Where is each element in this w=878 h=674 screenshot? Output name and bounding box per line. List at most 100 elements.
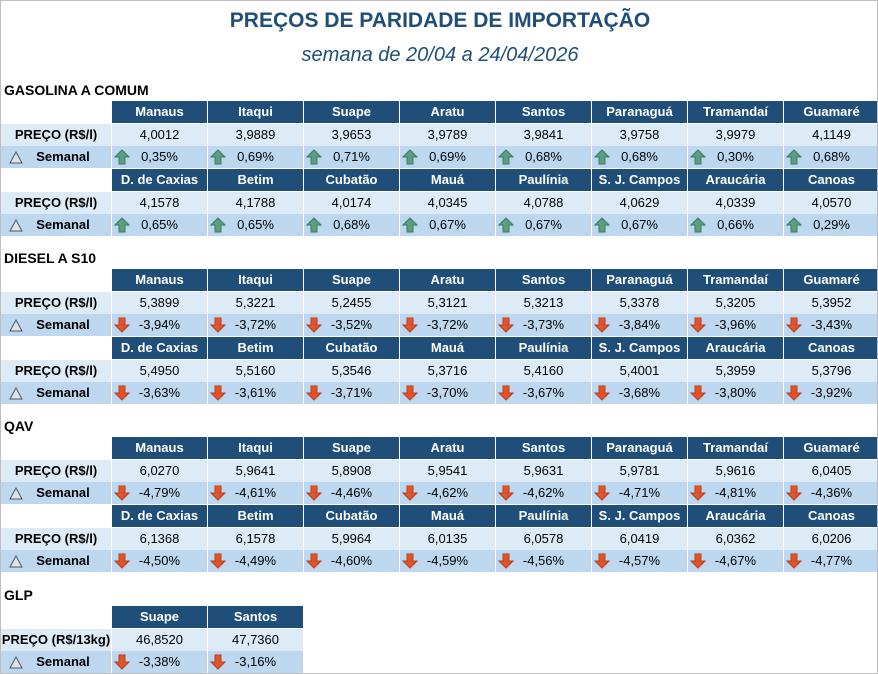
price-label: PREÇO (R$/13kg): [1, 629, 111, 651]
port-header: Paranaguá: [592, 269, 687, 291]
port-header: Manaus: [112, 101, 207, 123]
port-header: Paulínia: [496, 505, 591, 527]
port-header: Suape: [304, 101, 399, 123]
change-label: Semanal: [1, 382, 111, 404]
port-header: S. J. Campos: [592, 169, 687, 191]
weekly-change: -4,77%: [784, 550, 877, 572]
port-header: Canoas: [784, 337, 877, 359]
price: 5,5160: [208, 360, 303, 382]
weekly-change: 0,68%: [496, 146, 591, 168]
port-header: Guamaré: [784, 269, 877, 291]
trend-arrow: [594, 485, 610, 501]
price: 6,0135: [400, 528, 495, 550]
trend-arrow: [498, 485, 514, 501]
trend-arrow: [594, 553, 610, 569]
weekly-change: 0,69%: [208, 146, 303, 168]
weekly-change: 0,35%: [112, 146, 207, 168]
delta-icon: [9, 218, 23, 232]
trend-arrow: [594, 217, 610, 233]
trend-arrow: [306, 217, 322, 233]
weekly-change: -3,73%: [496, 314, 591, 336]
trend-arrow: [306, 485, 322, 501]
port-header: S. J. Campos: [592, 505, 687, 527]
price: 47,7360: [208, 629, 303, 651]
trend-arrow: [498, 149, 514, 165]
trend-arrow: [498, 385, 514, 401]
port-header: S. J. Campos: [592, 337, 687, 359]
trend-arrow: [114, 217, 130, 233]
price: 3,9789: [400, 124, 495, 146]
weekly-change: -3,16%: [208, 651, 303, 673]
trend-arrow: [402, 149, 418, 165]
port-header: D. de Caxias: [112, 169, 207, 191]
port-header: Tramandaí: [688, 101, 783, 123]
change-label: Semanal: [1, 482, 111, 504]
trend-arrow: [690, 385, 706, 401]
port-header: Aratu: [400, 437, 495, 459]
weekly-change: 0,68%: [784, 146, 877, 168]
port-header: Itaqui: [208, 437, 303, 459]
trend-arrow: [786, 317, 802, 333]
price: 5,9964: [304, 528, 399, 550]
price: 5,2455: [304, 292, 399, 314]
port-header: Canoas: [784, 169, 877, 191]
trend-arrow: [306, 317, 322, 333]
price: 5,4160: [496, 360, 591, 382]
delta-icon: [9, 318, 23, 332]
port-header: Tramandaí: [688, 269, 783, 291]
price: 5,3959: [688, 360, 783, 382]
change-label: Semanal: [1, 146, 111, 168]
weekly-change: -3,68%: [592, 382, 687, 404]
change-label: Semanal: [1, 550, 111, 572]
trend-arrow: [690, 553, 706, 569]
trend-arrow: [786, 217, 802, 233]
port-header: Santos: [496, 269, 591, 291]
trend-arrow: [306, 553, 322, 569]
price: 3,9758: [592, 124, 687, 146]
port-header: Araucária: [688, 505, 783, 527]
port-header: Canoas: [784, 505, 877, 527]
port-header: Paranaguá: [592, 101, 687, 123]
weekly-change: -4,71%: [592, 482, 687, 504]
weekly-change: -3,70%: [400, 382, 495, 404]
port-header: Santos: [208, 606, 303, 628]
price-label: PREÇO (R$/l): [1, 292, 111, 314]
weekly-change: 0,67%: [400, 214, 495, 236]
weekly-change: 0,68%: [304, 214, 399, 236]
price: 5,3952: [784, 292, 877, 314]
delta-icon: [9, 655, 23, 669]
trend-arrow: [690, 217, 706, 233]
port-header: Araucária: [688, 337, 783, 359]
weekly-change: 0,67%: [592, 214, 687, 236]
price: 4,0012: [112, 124, 207, 146]
weekly-change: -3,61%: [208, 382, 303, 404]
price: 5,3546: [304, 360, 399, 382]
price: 4,0345: [400, 192, 495, 214]
price-label: PREÇO (R$/l): [1, 124, 111, 146]
port-header: Santos: [496, 101, 591, 123]
trend-arrow: [114, 485, 130, 501]
port-header: Betim: [208, 505, 303, 527]
price: 4,0788: [496, 192, 591, 214]
weekly-change: -3,94%: [112, 314, 207, 336]
price: 5,9641: [208, 460, 303, 482]
trend-arrow: [498, 317, 514, 333]
weekly-change: -4,62%: [496, 482, 591, 504]
port-header: Santos: [496, 437, 591, 459]
trend-arrow: [210, 485, 226, 501]
weekly-change: 0,66%: [688, 214, 783, 236]
weekly-change: -4,36%: [784, 482, 877, 504]
weekly-change: 0,29%: [784, 214, 877, 236]
weekly-change: -4,79%: [112, 482, 207, 504]
price: 5,3899: [112, 292, 207, 314]
trend-arrow: [594, 149, 610, 165]
port-header: Aratu: [400, 269, 495, 291]
change-label: Semanal: [1, 214, 111, 236]
port-header: Mauá: [400, 169, 495, 191]
port-header: Mauá: [400, 505, 495, 527]
trend-arrow: [402, 485, 418, 501]
trend-arrow: [114, 149, 130, 165]
price: 3,9841: [496, 124, 591, 146]
port-header: Suape: [112, 606, 207, 628]
